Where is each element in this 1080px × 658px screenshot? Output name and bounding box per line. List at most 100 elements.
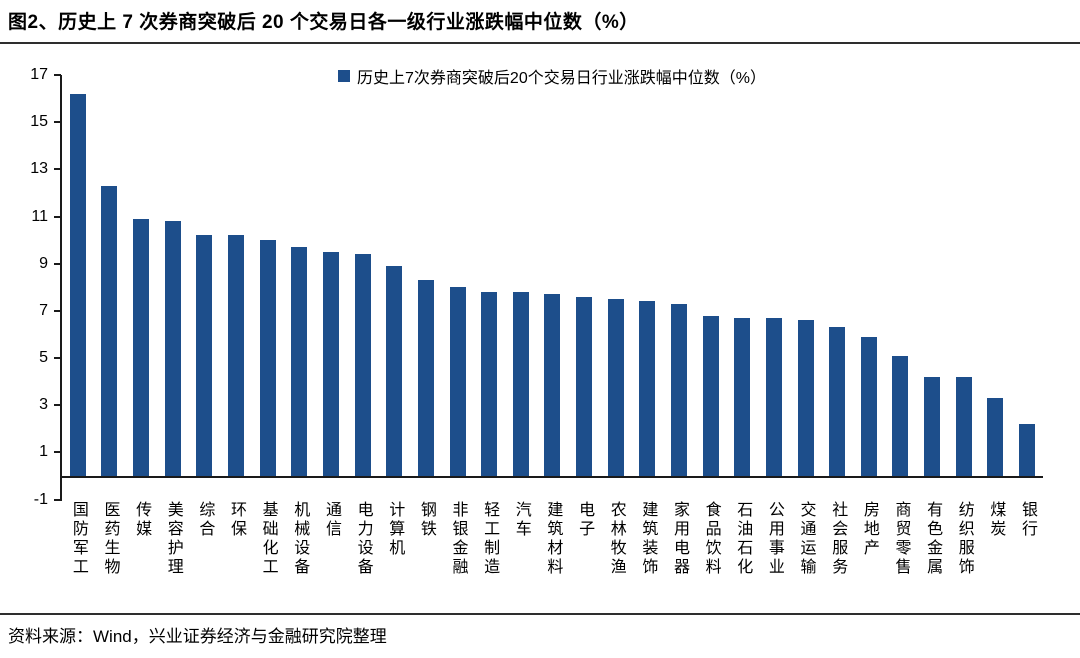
category-label: 传媒	[133, 501, 151, 539]
bar-slot	[252, 75, 284, 476]
y-tick-mark	[54, 357, 61, 360]
bar	[955, 377, 972, 476]
y-tick-label: 3	[39, 396, 48, 414]
y-tick-mark	[54, 309, 61, 312]
bar	[892, 356, 909, 476]
bar	[449, 287, 466, 476]
category-slot: 交通运输	[790, 501, 822, 577]
bar	[133, 219, 150, 476]
bar-slot	[62, 75, 94, 476]
y-tick-label: 1	[39, 443, 48, 461]
category-label: 食品饮料	[702, 501, 720, 577]
category-label: 纺织服饰	[955, 501, 973, 577]
category-label: 电子	[576, 501, 594, 539]
category-slot: 电力设备	[347, 501, 379, 577]
bar	[69, 94, 86, 476]
bar	[481, 292, 498, 476]
bar	[576, 297, 593, 476]
bar-slot	[885, 75, 917, 476]
x-axis-line	[60, 476, 1043, 478]
bar-slot	[378, 75, 410, 476]
category-slot: 建筑装饰	[632, 501, 664, 577]
plot-area	[62, 75, 1043, 476]
category-slot: 房地产	[853, 501, 885, 577]
bar-slot	[283, 75, 315, 476]
y-tick-label: 15	[30, 113, 48, 131]
bar	[259, 240, 276, 476]
category-axis-labels: 国防军工 医药生物 传媒 美容护理 综合 环保 基础化工 机械设备 通信 电力设备 计算机 钢铁 非银金…	[62, 501, 1043, 577]
category-label: 基础化工	[259, 501, 277, 577]
category-label: 建筑装饰	[639, 501, 657, 577]
legend-swatch-icon	[338, 70, 351, 82]
category-slot: 轻工制造	[473, 501, 505, 577]
category-label: 钢铁	[417, 501, 435, 539]
y-tick-mark	[54, 168, 61, 171]
category-slot: 汽车	[505, 501, 537, 577]
category-label: 家用电器	[670, 501, 688, 577]
title-rule	[0, 42, 1080, 44]
bar-slot	[189, 75, 221, 476]
category-slot: 国防军工	[62, 501, 94, 577]
category-slot: 环保	[220, 501, 252, 577]
category-label: 公用事业	[765, 501, 783, 577]
category-label: 交通运输	[797, 501, 815, 577]
y-tick-mark	[54, 262, 61, 265]
category-label: 银行	[1019, 501, 1037, 539]
bar-slot	[157, 75, 189, 476]
bar-slot	[600, 75, 632, 476]
category-slot: 家用电器	[663, 501, 695, 577]
bar-slot	[916, 75, 948, 476]
y-tick-label: 13	[30, 160, 48, 178]
category-slot: 社会服务	[821, 501, 853, 577]
y-tick-label: 5	[39, 349, 48, 367]
category-slot: 有色金属	[916, 501, 948, 577]
bar-slot	[94, 75, 126, 476]
y-tick-label: 7	[39, 301, 48, 319]
y-tick-label: 11	[31, 207, 48, 225]
bar-slot	[790, 75, 822, 476]
category-label: 汽车	[512, 501, 530, 539]
bar-slot	[568, 75, 600, 476]
bar	[544, 294, 561, 476]
bar	[164, 221, 181, 476]
source-note: 资料来源：Wind，兴业证券经济与金融研究院整理	[8, 627, 387, 646]
bar	[639, 301, 656, 476]
figure-title: 图2、历史上 7 次券商突破后 20 个交易日各一级行业涨跌幅中位数（%）	[8, 12, 639, 33]
bar-slot	[315, 75, 347, 476]
source-rule	[0, 613, 1080, 615]
category-label: 通信	[322, 501, 340, 539]
category-label: 煤炭	[987, 501, 1005, 539]
legend-label: 历史上7次券商突破后20个交易日行业涨跌幅中位数（%）	[357, 70, 766, 87]
y-tick-label: 17	[30, 66, 48, 83]
category-slot: 建筑材料	[537, 501, 569, 577]
category-slot: 机械设备	[283, 501, 315, 577]
legend: 历史上7次券商突破后20个交易日行业涨跌幅中位数（%）	[62, 66, 1042, 87]
bar	[797, 320, 814, 476]
bar-slot	[726, 75, 758, 476]
bar-slot	[632, 75, 664, 476]
bar-slot	[125, 75, 157, 476]
bar	[291, 247, 308, 476]
bar	[987, 398, 1004, 476]
bar	[702, 316, 719, 476]
bar	[765, 318, 782, 476]
bar	[860, 337, 877, 476]
y-tick-mark	[54, 74, 61, 76]
bar	[228, 235, 245, 476]
category-label: 机械设备	[291, 501, 309, 577]
category-slot: 传媒	[125, 501, 157, 577]
category-slot: 非银金融	[442, 501, 474, 577]
category-label: 国防军工	[69, 501, 87, 577]
category-slot: 农林牧渔	[600, 501, 632, 577]
category-slot: 纺织服饰	[948, 501, 980, 577]
category-label: 医药生物	[101, 501, 119, 577]
category-slot: 煤炭	[980, 501, 1012, 577]
category-label: 商贸零售	[892, 501, 910, 577]
category-label: 计算机	[386, 501, 404, 558]
y-axis-line	[60, 75, 62, 501]
category-slot: 公用事业	[758, 501, 790, 577]
category-label: 石油石化	[734, 501, 752, 577]
bar	[386, 266, 403, 476]
bar-slot	[695, 75, 727, 476]
